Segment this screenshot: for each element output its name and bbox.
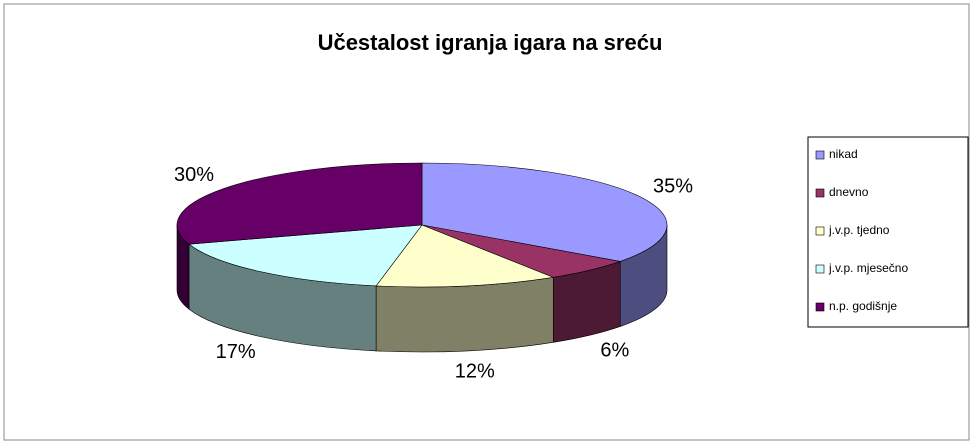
slice-side — [375, 276, 554, 353]
legend-box — [807, 136, 969, 328]
chart-title: Učestalost igranja igara na sreću — [318, 30, 663, 55]
legend-label: j.v.p. mjesečno — [828, 261, 908, 275]
slice — [421, 162, 668, 262]
legend-swatch — [815, 302, 825, 312]
legend-swatch — [815, 188, 825, 198]
value-label: 6% — [600, 339, 629, 361]
slice — [375, 224, 555, 288]
legend-swatch — [815, 150, 825, 160]
legend-label: j.v.p. tjedno — [828, 223, 890, 237]
value-label: 30% — [174, 164, 214, 186]
legend-label: nikad — [829, 147, 858, 161]
value-label: 17% — [216, 341, 256, 363]
slice — [176, 162, 423, 245]
legend-swatch — [815, 264, 825, 274]
legend-label: dnevno — [829, 185, 869, 199]
value-label: 12% — [455, 360, 495, 382]
legend-label: n.p. godišnje — [829, 299, 897, 313]
slice — [188, 224, 423, 287]
value-label: 35% — [653, 175, 693, 197]
legend-swatch — [815, 226, 825, 236]
